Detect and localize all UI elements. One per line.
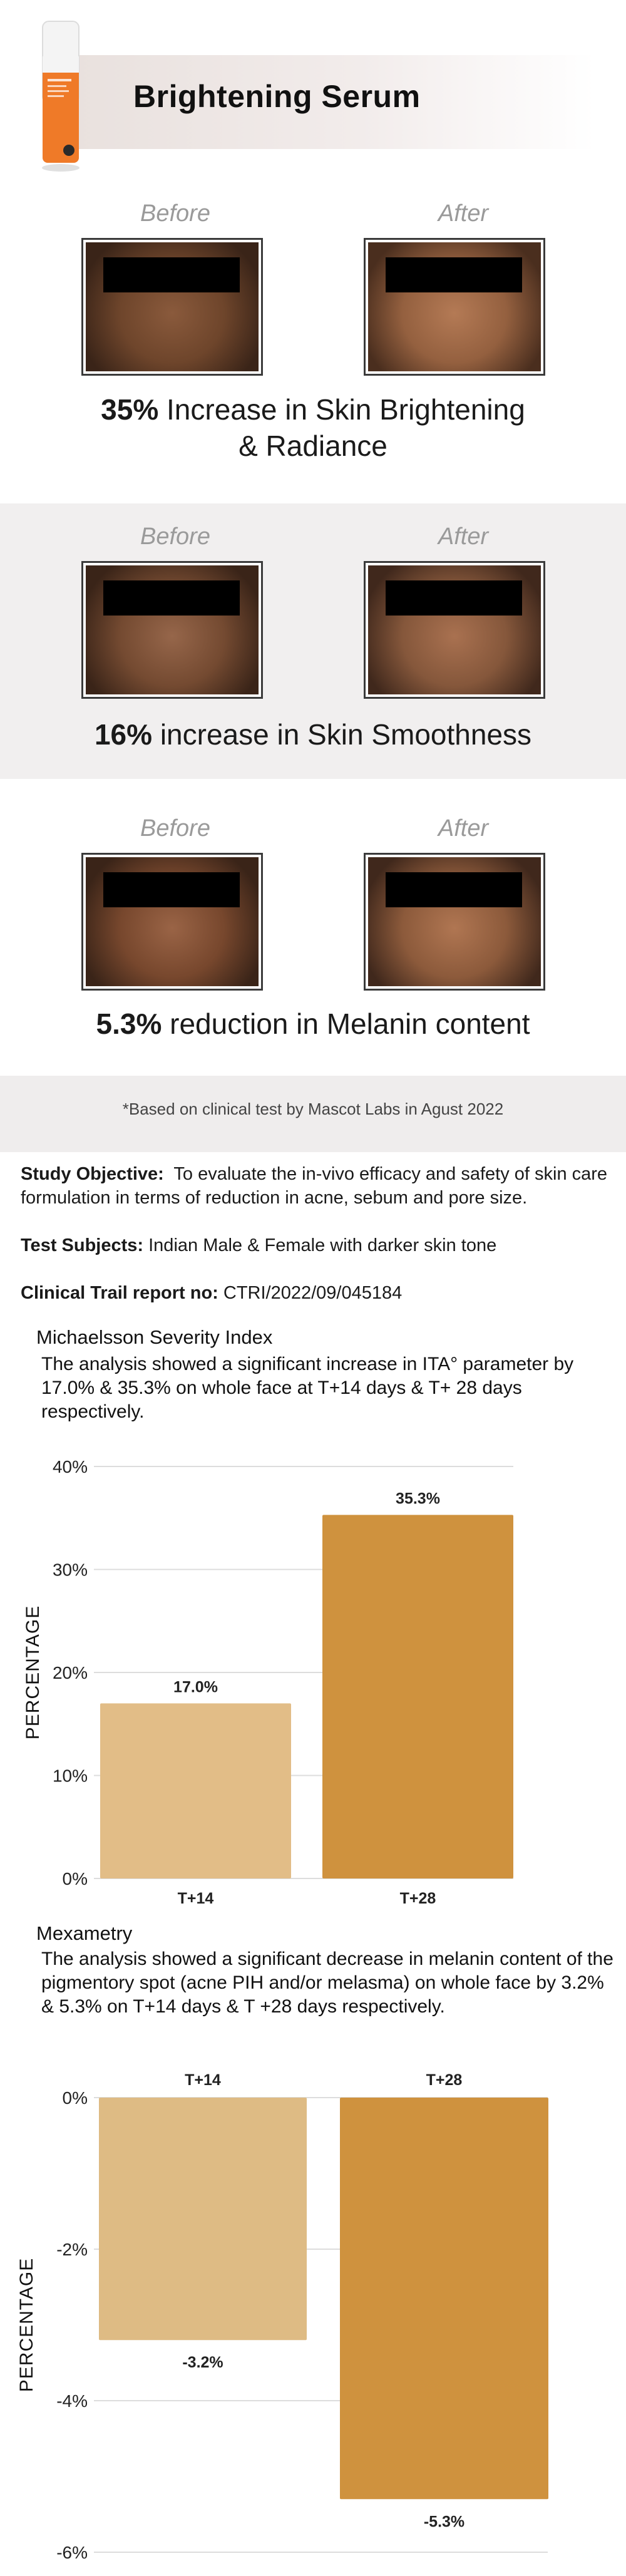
comparison-section-brightening: Before After 35% Increase in Skin Bright… xyxy=(0,188,626,482)
x-tick-label: T+14 xyxy=(185,2071,221,2089)
footnote: *Based on clinical test by Mascot Labs i… xyxy=(122,1100,504,1118)
serum-bottle-icon xyxy=(42,21,80,172)
mexametry-chart-title: Mexametry xyxy=(36,1922,133,1944)
bar-t28 xyxy=(322,1515,513,1878)
product-header: Brightening Serum xyxy=(0,0,626,188)
comparison-section-melanin: Before After 5.3% reduction in Melanin c… xyxy=(0,779,626,1073)
before-label: Before xyxy=(140,815,210,842)
after-label: After xyxy=(438,200,489,227)
result-caption: 16% increase in Skin Smoothness xyxy=(94,718,532,751)
before-label: Before xyxy=(140,200,210,227)
y-tick-label: -4% xyxy=(56,2391,88,2411)
y-tick-label: 20% xyxy=(53,1663,88,1682)
footnote-bar: *Based on clinical test by Mascot Labs i… xyxy=(0,1076,626,1152)
study-objective: Study Objective: To evaluate the in-vivo… xyxy=(21,1164,608,1208)
page-title: Brightening Serum xyxy=(133,79,421,114)
comparison-section-smoothness: Before After 16% increase in Skin Smooth… xyxy=(0,503,626,779)
severity-chart-title: Michaelsson Severity Index xyxy=(36,1326,273,1348)
y-tick-label: 10% xyxy=(53,1766,88,1786)
after-photo xyxy=(364,561,545,699)
severity-chart-description: The analysis showed a significant increa… xyxy=(41,1354,574,1422)
after-photo xyxy=(364,853,545,991)
after-label: After xyxy=(438,523,489,550)
test-subjects: Test Subjects: Indian Male & Female with… xyxy=(21,1235,497,1255)
x-tick-label: T+14 xyxy=(178,1890,214,1907)
y-tick-label: -6% xyxy=(56,2543,88,2562)
title-banner xyxy=(75,55,595,149)
y-tick-label: 40% xyxy=(53,1457,88,1476)
before-photo xyxy=(81,853,263,991)
mexametry-bar-chart: 0% -2% -4% -6% PERCENTAGE -3.2% T+14 -5.3% T+28 xyxy=(16,2071,548,2562)
result-caption: 35% Increase in Skin Brightening & Radia… xyxy=(101,393,525,462)
after-photo xyxy=(364,238,545,376)
result-highlight: 35% xyxy=(101,393,159,426)
x-tick-label: T+28 xyxy=(426,2071,463,2089)
clinical-report: Clinical Trail report no: CTRI/2022/09/0… xyxy=(21,1283,403,1303)
data-label: 35.3% xyxy=(396,1490,440,1507)
data-label: -5.3% xyxy=(424,2513,464,2530)
severity-bar-chart: 0% 10% 20% 30% 40% PERCENTAGE 17.0% T+14 35.3% T+… xyxy=(23,1457,513,1907)
mexametry-chart-description: The analysis showed a significant decrea… xyxy=(41,1949,613,2017)
result-caption: 5.3% reduction in Melanin content xyxy=(96,1007,530,1040)
data-label: 17.0% xyxy=(173,1678,218,1696)
bar-t28 xyxy=(340,2098,548,2500)
y-tick-label: 30% xyxy=(53,1560,88,1580)
y-axis-label: PERCENTAGE xyxy=(23,1605,43,1739)
before-label: Before xyxy=(140,523,210,550)
x-tick-label: T+28 xyxy=(400,1890,436,1907)
result-highlight: 5.3% xyxy=(96,1007,162,1040)
bar-t14 xyxy=(100,1703,291,1878)
after-label: After xyxy=(438,815,489,842)
data-label: -3.2% xyxy=(182,2354,223,2371)
bar-t14 xyxy=(99,2098,307,2341)
y-axis-label: PERCENTAGE xyxy=(16,2258,37,2392)
y-tick-label: -2% xyxy=(56,2240,88,2259)
y-tick-label: 0% xyxy=(63,2088,88,2108)
result-highlight: 16% xyxy=(94,718,153,751)
before-photo xyxy=(81,561,263,699)
y-tick-label: 0% xyxy=(63,1869,88,1888)
before-photo xyxy=(81,238,263,376)
